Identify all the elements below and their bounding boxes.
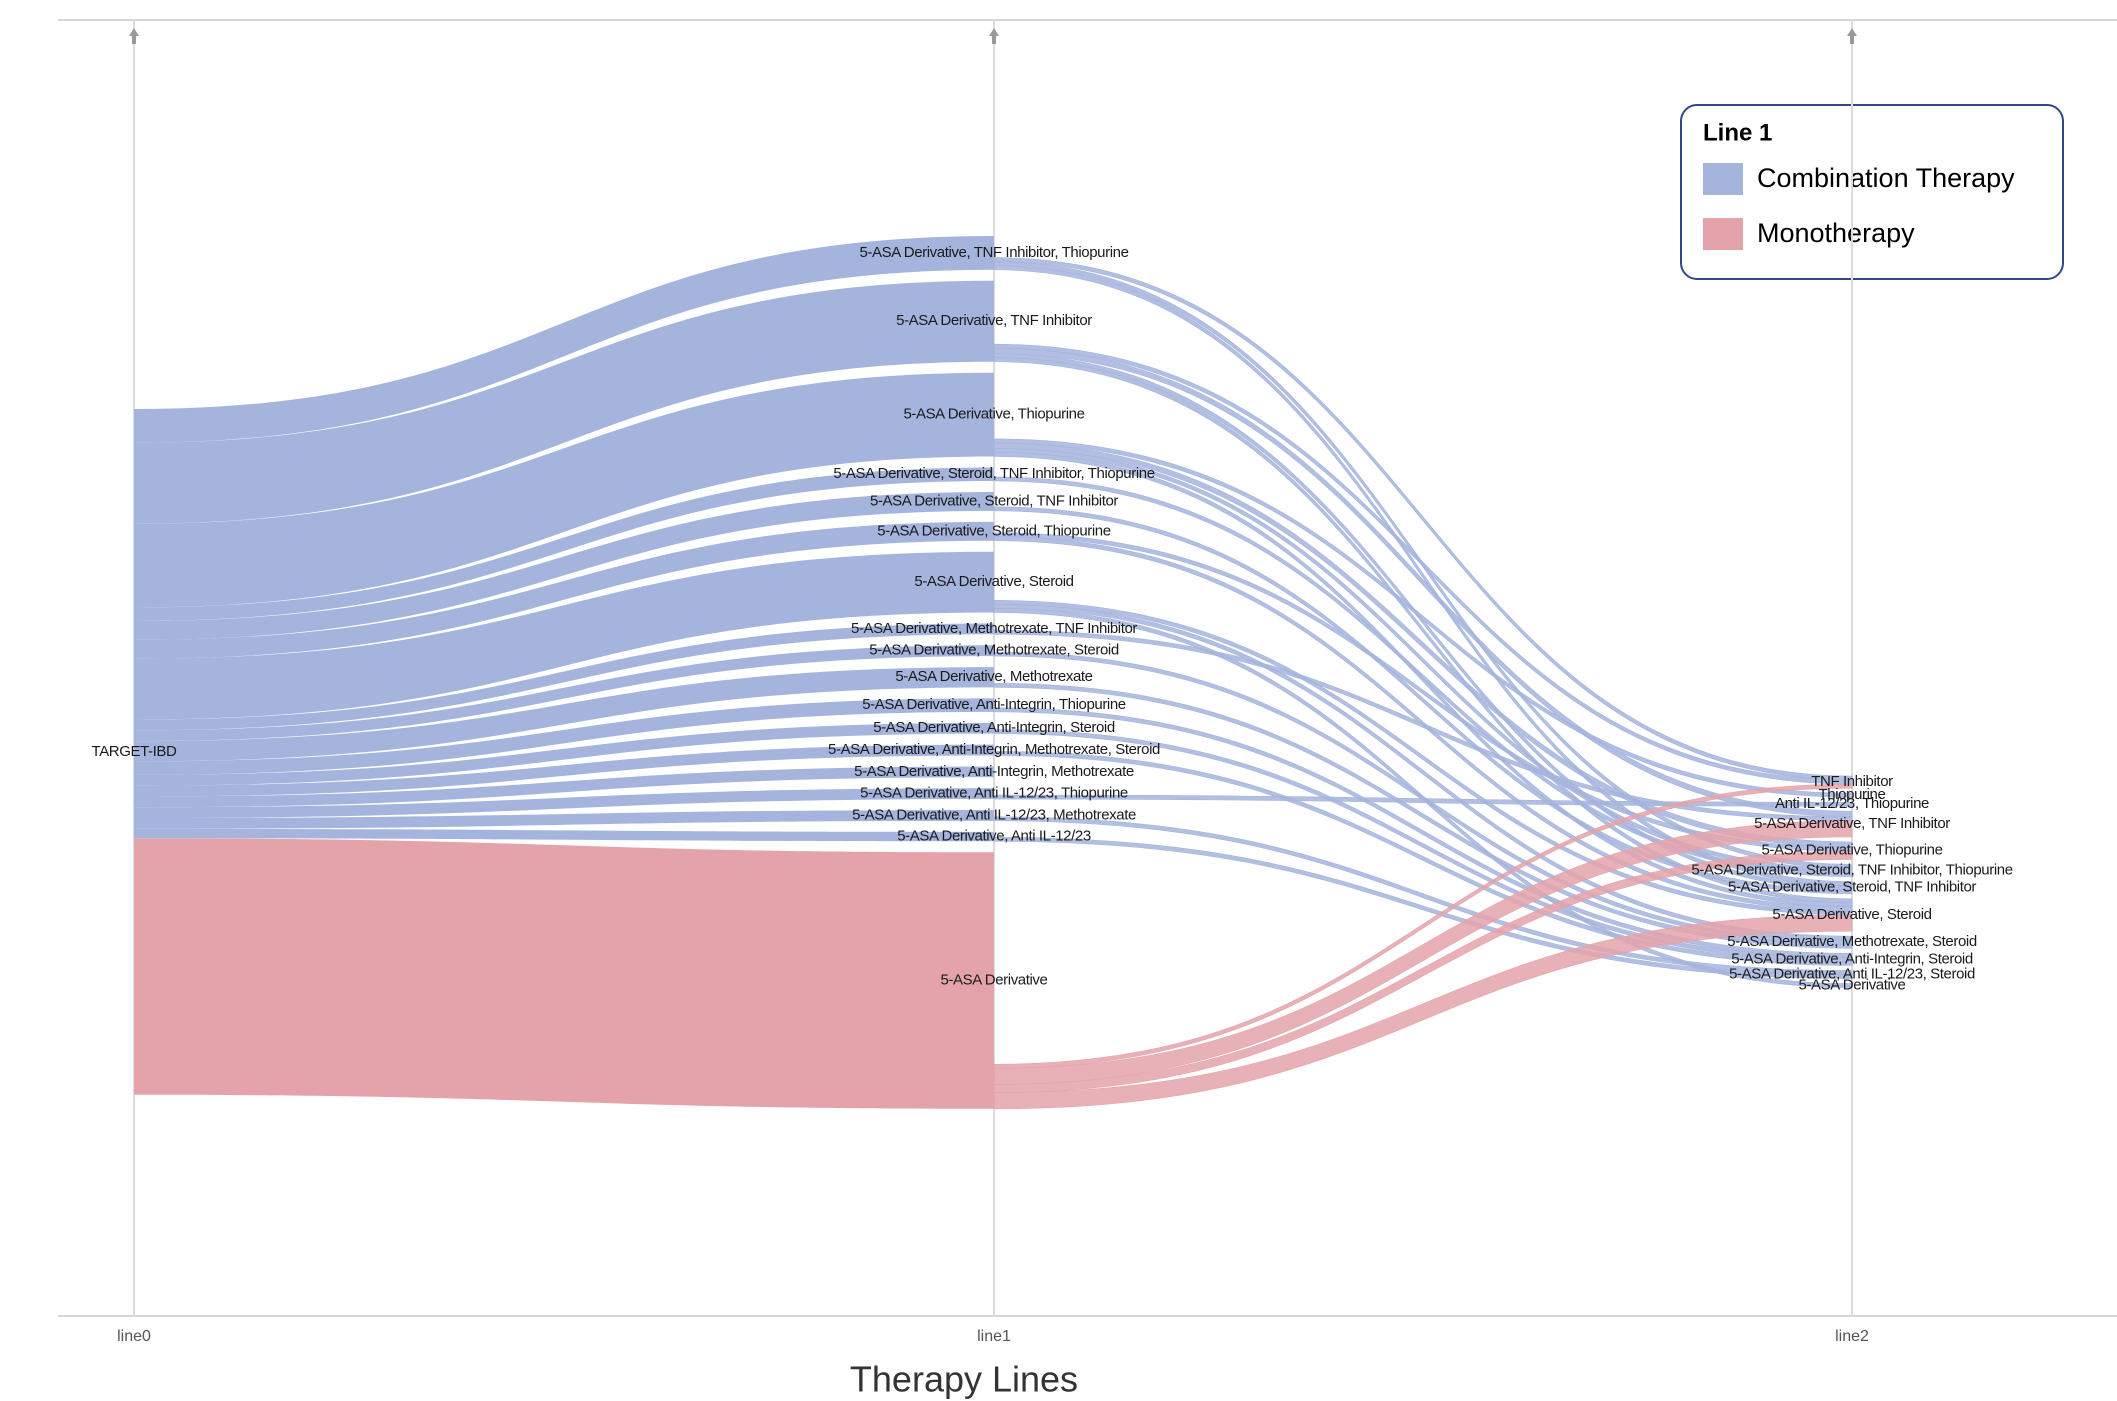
legend-label: Monotherapy xyxy=(1757,218,1915,248)
flow xyxy=(993,506,1853,895)
flow xyxy=(134,698,994,775)
column-arrow xyxy=(129,28,139,44)
x-tick-label: line2 xyxy=(1835,1328,1869,1345)
legend-box xyxy=(1680,104,2064,280)
flow xyxy=(134,788,994,819)
node-label: 5-ASA Derivative, TNF Inhibitor xyxy=(1754,815,1950,832)
node-label: 5-ASA Derivative, Anti-Integrin, Thiopur… xyxy=(862,696,1126,713)
flow xyxy=(993,783,1853,1069)
legend: Line 1 Combination Therapy Monotherapy xyxy=(1680,104,2064,280)
node-label: 5-ASA Derivative, Thiopurine xyxy=(1761,842,1942,859)
flow xyxy=(134,551,994,720)
node-label: 5-ASA Derivative, Anti IL-12/23, Methotr… xyxy=(852,806,1136,823)
node-label: 5-ASA Derivative, TNF Inhibitor, Thiopur… xyxy=(859,244,1128,261)
node-label: Thiopurine xyxy=(1819,786,1886,803)
column-arrow xyxy=(1847,28,1857,44)
node-label: 5-ASA Derivative, Methotrexate, Steroid xyxy=(869,642,1119,659)
node-label: TARGET-IBD xyxy=(92,743,177,760)
flow xyxy=(134,491,994,640)
flow xyxy=(134,236,994,443)
x-tick-label: line0 xyxy=(117,1328,151,1345)
flow xyxy=(134,828,994,842)
node-label: 5-ASA Derivative, TNF Inhibitor xyxy=(896,312,1092,329)
flow xyxy=(993,836,1853,979)
flow xyxy=(134,521,994,659)
legend-label: Combination Therapy xyxy=(1757,163,2015,193)
node-label: 5-ASA Derivative, Steroid, TNF Inhibitor xyxy=(1728,879,1976,896)
node-label: 5-ASA Derivative, Steroid, TNF Inhibitor xyxy=(870,492,1118,509)
node-label: 5-ASA Derivative, Anti-Integrin, Steroid xyxy=(873,719,1115,736)
node-label: 5-ASA Derivative, Steroid, Thiopurine xyxy=(877,522,1110,539)
flow xyxy=(134,838,994,1109)
node-label: 5-ASA Derivative, Steroid xyxy=(914,573,1073,590)
node-label: 5-ASA Derivative, Anti-Integrin, Methotr… xyxy=(828,741,1160,758)
flow xyxy=(993,914,1853,1110)
node-label: 5-ASA Derivative, Methotrexate, TNF Inhi… xyxy=(851,620,1137,637)
node-label: 5-ASA Derivative, Methotrexate, Steroid xyxy=(1727,933,1977,950)
node-label: 5-ASA Derivative, Steroid, TNF Inhibitor… xyxy=(833,465,1154,482)
legend-title: Line 1 xyxy=(1703,119,1772,146)
flow xyxy=(134,766,994,808)
node-label: 5-ASA Derivative, Anti IL-12/23, Thiopur… xyxy=(860,785,1128,802)
flow xyxy=(134,372,994,608)
flow xyxy=(993,476,1853,877)
flow xyxy=(993,751,1853,966)
node-label: TNF Inhibitor xyxy=(1811,773,1893,790)
flow xyxy=(993,438,1853,798)
flow xyxy=(134,667,994,762)
node-label: 5-ASA Derivative, Anti IL-12/23 xyxy=(897,828,1091,845)
flow xyxy=(134,280,994,524)
flow xyxy=(134,467,994,621)
node-label: 5-ASA Derivative, Thiopurine xyxy=(903,406,1084,423)
node-label: Anti IL-12/23, Thiopurine xyxy=(1775,795,1929,812)
flow xyxy=(134,722,994,786)
legend-swatch xyxy=(1703,163,1743,195)
flow xyxy=(134,645,994,742)
flow xyxy=(134,744,994,797)
flow xyxy=(993,851,1853,1093)
node-label: 5-ASA Derivative, Methotrexate xyxy=(895,668,1092,685)
node-label: 5-ASA Derivative, Anti-Integrin, Steroid xyxy=(1731,950,1973,967)
flow xyxy=(993,794,1853,807)
links xyxy=(134,236,1853,1110)
legend-swatch xyxy=(1703,218,1743,250)
node-label: 5-ASA Derivative xyxy=(1799,977,1906,994)
node-label: 5-ASA Derivative, Anti IL-12/23, Steroid xyxy=(1729,965,1975,982)
flow xyxy=(134,623,994,731)
x-axis-title: Therapy Lines xyxy=(850,1359,1078,1400)
x-tick-label: line1 xyxy=(977,1328,1011,1345)
flow xyxy=(993,682,1853,949)
flow xyxy=(134,810,994,829)
node-label: 5-ASA Derivative, Steroid xyxy=(1772,906,1931,923)
node-label: 5-ASA Derivative, Anti-Integrin, Methotr… xyxy=(854,763,1134,780)
node-label: 5-ASA Derivative xyxy=(941,972,1048,989)
column-arrow xyxy=(989,28,999,44)
flow xyxy=(993,820,1853,1085)
node-label: 5-ASA Derivative, Steroid, TNF Inhibitor… xyxy=(1691,861,2012,878)
